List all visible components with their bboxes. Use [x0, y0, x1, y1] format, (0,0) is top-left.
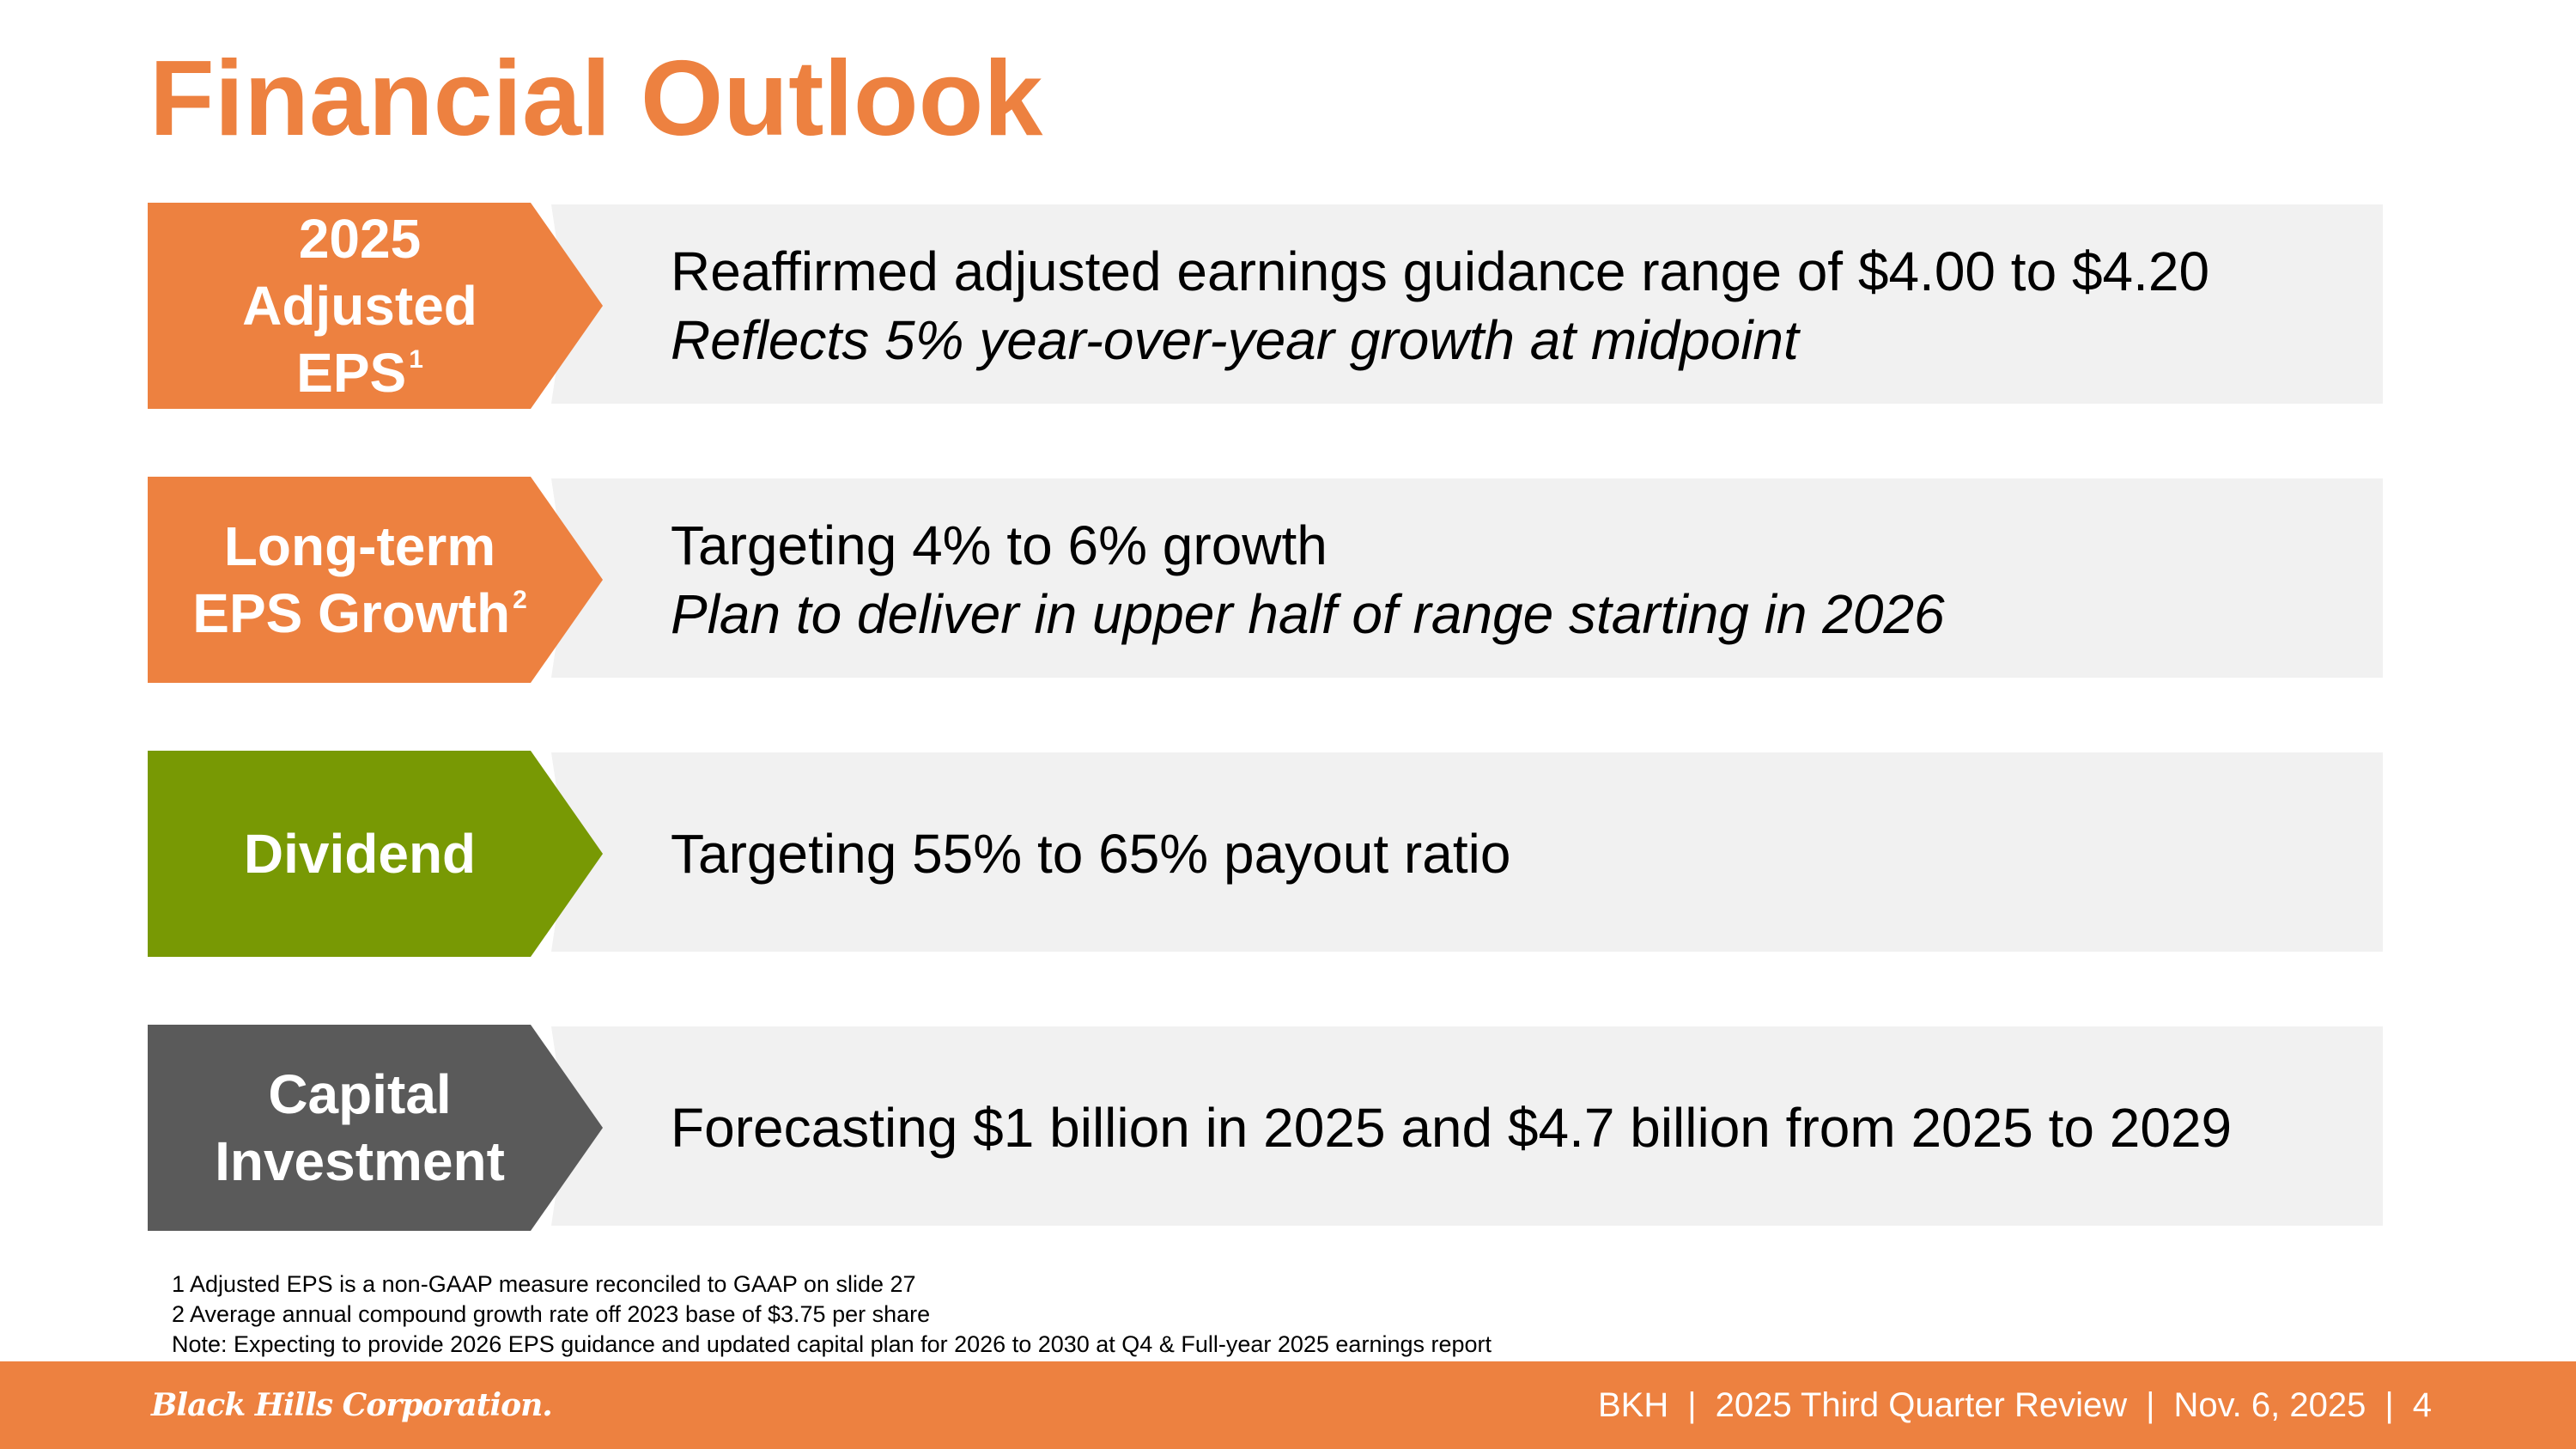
content-panel	[551, 752, 2383, 952]
label-line: Adjusted	[242, 275, 477, 337]
label-line: Dividend	[243, 823, 477, 885]
content-panel	[551, 1026, 2383, 1226]
label-line: EPS	[296, 342, 407, 404]
page-title: Financial Outlook	[149, 40, 1043, 158]
content-subline: Plan to deliver in upper half of range s…	[671, 583, 1945, 645]
label-arrow	[148, 751, 603, 957]
footnote-2: 2 Average annual compound growth rate of…	[172, 1301, 931, 1327]
label-line: Capital	[268, 1063, 452, 1125]
row-label: Capital Investment	[148, 1025, 572, 1231]
page-number: 4	[2412, 1385, 2432, 1424]
label-line: 2025	[298, 208, 422, 270]
label-arrow	[148, 203, 603, 409]
row-content: Forecasting $1 billion in 2025 and $4.7 …	[671, 1025, 2232, 1231]
row-content: Targeting 4% to 6% growth Plan to delive…	[671, 477, 1945, 683]
row-content: Targeting 55% to 65% payout ratio	[671, 751, 1510, 957]
footnote-note: Note: Expecting to provide 2026 EPS guid…	[172, 1331, 1492, 1357]
footer-info: BKH | 2025 Third Quarter Review | Nov. 6…	[1598, 1361, 2432, 1449]
footnote-ref: 2	[513, 586, 527, 614]
content-headline: Forecasting $1 billion in 2025 and $4.7 …	[671, 1097, 2233, 1159]
footnotes: 1 Adjusted EPS is a non-GAAP measure rec…	[172, 1269, 1492, 1360]
company-logo: Black Hills Corporation.	[151, 1387, 553, 1423]
label-arrow	[148, 477, 603, 683]
content-headline: Targeting 4% to 6% growth	[671, 514, 1327, 576]
outlook-row-capital-investment: Capital Investment Forecasting $1 billio…	[148, 1025, 2383, 1231]
label-line: Long-term	[223, 515, 496, 577]
report-date: Nov. 6, 2025	[2173, 1385, 2366, 1424]
content-panel	[551, 478, 2383, 678]
content-subline: Reflects 5% year-over-year growth at mid…	[671, 309, 1799, 371]
separator: |	[2146, 1385, 2155, 1424]
footer-bar: Black Hills Corporation. BKH | 2025 Thir…	[0, 1361, 2576, 1449]
row-label: Dividend	[148, 751, 572, 957]
separator: |	[1687, 1385, 1697, 1424]
row-label: Long-term EPS Growth 2	[148, 477, 572, 683]
footnote-ref: 1	[409, 345, 423, 374]
content-headline: Reaffirmed adjusted earnings guidance ra…	[671, 240, 2210, 302]
label-line: EPS Growth	[192, 582, 511, 644]
content-panel	[551, 204, 2383, 404]
report-name: 2025 Third Quarter Review	[1715, 1385, 2128, 1424]
label-line: Investment	[215, 1130, 505, 1192]
outlook-row-dividend: Dividend Targeting 55% to 65% payout rat…	[148, 751, 2383, 957]
row-label: 2025 Adjusted EPS 1	[148, 203, 572, 409]
label-arrow	[148, 1025, 603, 1231]
footnote-1: 1 Adjusted EPS is a non-GAAP measure rec…	[172, 1271, 916, 1297]
outlook-row-long-term-eps-growth: Long-term EPS Growth 2 Targeting 4% to 6%…	[148, 477, 2383, 683]
outlook-row-adjusted-eps: 2025 Adjusted EPS 1 Reaffirmed adjusted e…	[148, 203, 2383, 409]
separator: |	[2385, 1385, 2394, 1424]
row-content: Reaffirmed adjusted earnings guidance ra…	[671, 203, 2209, 409]
content-headline: Targeting 55% to 65% payout ratio	[671, 823, 1511, 885]
ticker: BKH	[1597, 1385, 1669, 1424]
